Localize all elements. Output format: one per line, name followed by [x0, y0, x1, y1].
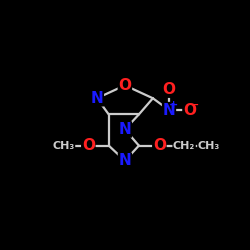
- Text: CH₂: CH₂: [173, 140, 195, 150]
- Text: O: O: [82, 138, 95, 153]
- Text: N: N: [90, 91, 103, 106]
- Text: +: +: [169, 100, 178, 110]
- Text: CH₃: CH₃: [198, 140, 220, 150]
- Text: O: O: [118, 78, 132, 93]
- Text: CH₃: CH₃: [52, 140, 75, 150]
- Text: O: O: [153, 138, 166, 153]
- Text: N: N: [118, 153, 131, 168]
- Text: N: N: [118, 122, 131, 137]
- Text: O: O: [162, 82, 175, 97]
- Text: O: O: [183, 102, 196, 118]
- Text: N: N: [163, 102, 175, 118]
- Text: −: −: [190, 100, 199, 110]
